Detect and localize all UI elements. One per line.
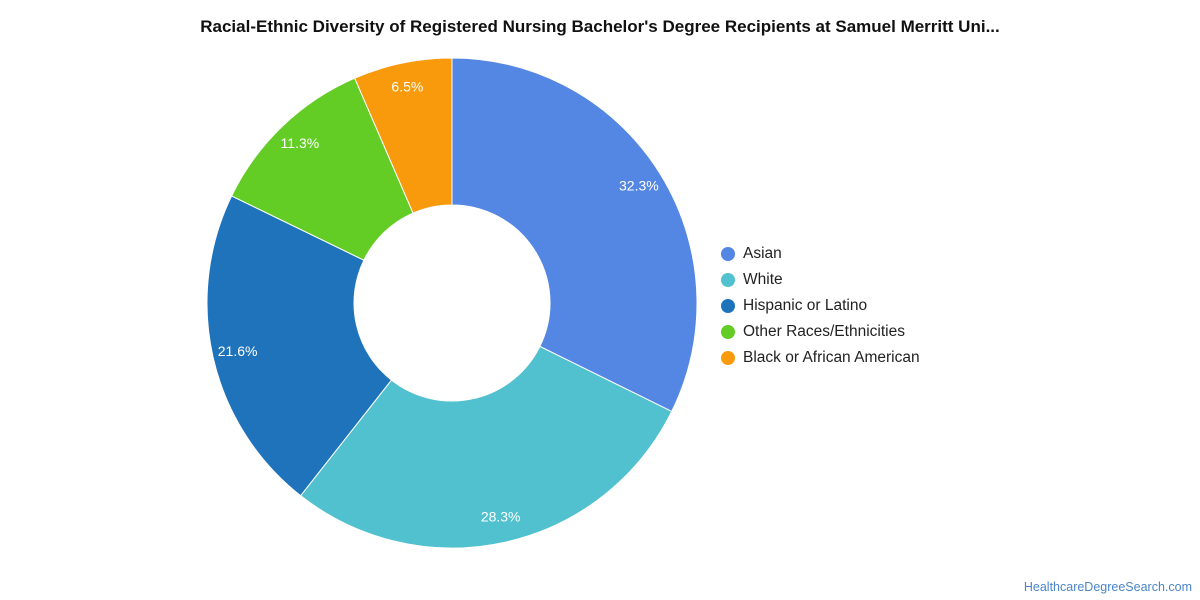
legend-swatch: [721, 351, 735, 365]
legend-item-black-or-african-american[interactable]: Black or African American: [721, 345, 920, 371]
chart-title: Racial-Ethnic Diversity of Registered Nu…: [200, 17, 1000, 36]
legend-swatch: [721, 247, 735, 261]
legend-item-other-races[interactable]: Other Races/Ethnicities: [721, 319, 920, 345]
slice-other-races[interactable]: [230, 77, 414, 261]
legend-label: Asian: [743, 245, 782, 262]
chart-legend: Asian White Hispanic or Latino Other Rac…: [721, 241, 920, 371]
legend-swatch: [721, 325, 735, 339]
slice-label-black-or-african-american: 6.5%: [391, 78, 423, 94]
legend-swatch: [721, 273, 735, 287]
legend-item-asian[interactable]: Asian: [721, 241, 920, 267]
slice-white[interactable]: [299, 345, 673, 549]
slice-hispanic-or-latino[interactable]: [206, 195, 393, 497]
legend-label: White: [743, 271, 783, 288]
source-link[interactable]: HealthcareDegreeSearch.com: [1023, 580, 1192, 594]
slice-label-other-races: 11.3%: [281, 135, 320, 151]
legend-label: Other Races/Ethnicities: [743, 323, 905, 340]
legend-label: Hispanic or Latino: [743, 297, 868, 314]
legend-item-white[interactable]: White: [721, 267, 920, 293]
slice-label-white: 28.3%: [481, 508, 521, 524]
legend-swatch: [721, 299, 735, 313]
slice-asian[interactable]: [451, 57, 698, 413]
slice-label-asian: 32.3%: [619, 178, 659, 194]
slice-label-hispanic-or-latino: 21.6%: [218, 343, 258, 359]
legend-item-hispanic-or-latino[interactable]: Hispanic or Latino: [721, 293, 920, 319]
legend-label: Black or African American: [743, 349, 920, 366]
slice-black-or-african-american[interactable]: [354, 57, 453, 214]
